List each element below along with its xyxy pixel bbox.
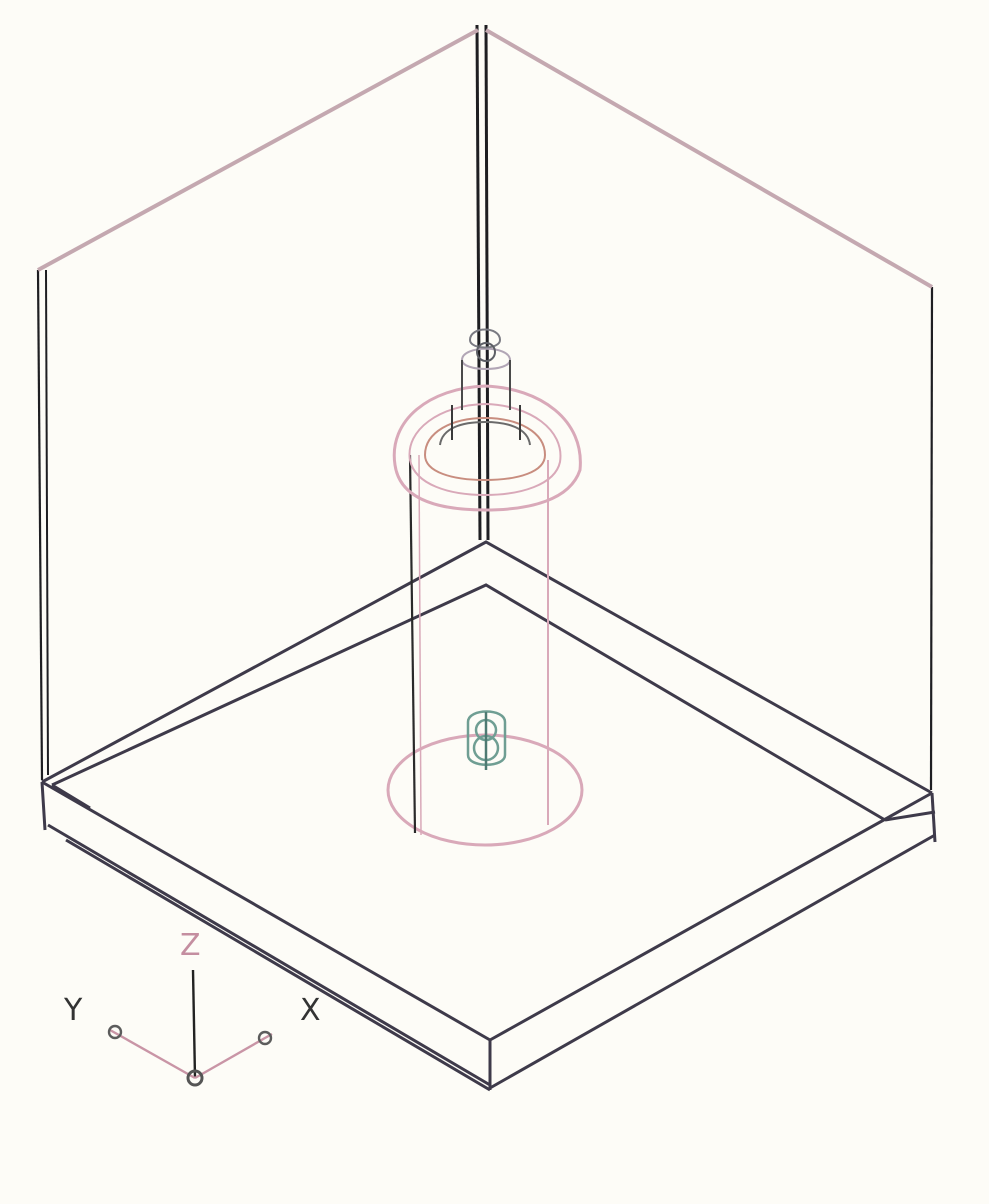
plate-right-inner	[884, 810, 936, 822]
plate-front-left-top	[41, 780, 491, 1042]
axis-gizmo: Z Y X	[63, 928, 321, 1087]
cylinder-assembly	[386, 328, 584, 847]
right-wall-edge	[929, 286, 934, 791]
bell-ring-2	[423, 416, 547, 482]
x-axis-tip-marker	[257, 1030, 273, 1046]
y-axis-tip-marker	[107, 1024, 123, 1040]
x-axis-label: X	[300, 993, 321, 1028]
origin-marker	[186, 1069, 204, 1087]
z-axis-line	[191, 969, 197, 1079]
plate-front-right-bottom	[489, 833, 936, 1090]
y-axis-label: Y	[63, 993, 83, 1028]
plate-top-outer	[41, 540, 933, 795]
plate-left-corner	[40, 781, 47, 831]
top-left-edge	[37, 28, 479, 272]
base-plate	[40, 540, 937, 1092]
cylinder-side-left-2	[418, 454, 422, 836]
left-wall-edge-outer	[36, 269, 44, 781]
plate-front-left-bottom	[65, 838, 491, 1092]
back-frame	[36, 24, 934, 791]
cylinder-side-left	[408, 454, 417, 834]
tube-joint	[476, 342, 496, 362]
plate-right-corner	[930, 792, 937, 843]
nozzle	[466, 710, 507, 770]
left-wall-edge-inner	[45, 269, 49, 776]
center-post-edge-right	[484, 24, 490, 541]
bell-outer	[392, 384, 582, 512]
center-post-edge-left	[475, 24, 482, 541]
bell-ring-3	[439, 420, 531, 446]
top-frame	[37, 28, 933, 289]
top-right-edge	[485, 28, 933, 289]
plate-inner-left-front	[51, 783, 91, 810]
plate-front-right-top	[489, 791, 933, 1042]
nozzle-outline	[466, 710, 507, 766]
plate-top-inner	[51, 583, 886, 822]
tube-cap	[468, 328, 502, 349]
plate-front-left-mid	[47, 823, 491, 1087]
y-axis-line	[109, 1028, 196, 1080]
bell-ring-1	[408, 402, 562, 497]
z-axis-label: Z	[180, 928, 201, 963]
